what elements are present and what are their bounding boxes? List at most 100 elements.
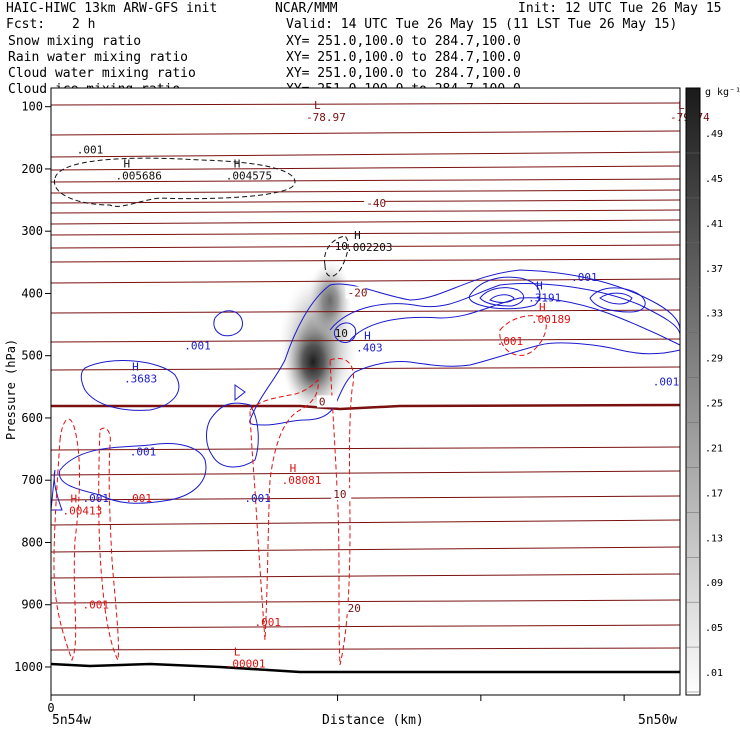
temperature-line (50, 219, 681, 225)
cloud-water-contour (329, 283, 681, 336)
y-tick-label: 1000 (14, 660, 43, 674)
snow-contour (54, 157, 296, 207)
valid-label: Valid: 14 UTC Tue 26 May 15 (11 LST Tue … (286, 17, 677, 32)
y-tick-label: 100 (21, 100, 43, 114)
fcst-label: Fcst: (6, 17, 45, 32)
temperature-line (50, 209, 681, 214)
temperature-label: 10 (333, 488, 346, 501)
colorbar-ticks: .49 .45 .41 .37 .33 .29 .25 .21 .17 .13 .09 .05 .01 (686, 129, 723, 693)
temperature-line (50, 546, 681, 553)
temperature-line (50, 647, 681, 651)
colorbar-label: .21 (705, 443, 723, 454)
y-tick-label: 400 (21, 286, 43, 300)
rain-contour (329, 358, 354, 666)
rain-label: .001 (83, 598, 110, 611)
snow-label: .001 (77, 143, 104, 156)
temperature-line (50, 366, 681, 371)
x-left-label: 5n54w (52, 713, 91, 728)
colorbar-label: .45 (705, 174, 723, 185)
colorbar-label: .17 (705, 488, 723, 499)
terrain-line (50, 662, 680, 674)
rain-extremum-marker: H (290, 462, 297, 475)
cloud-water-label: .001 (130, 445, 157, 458)
header: HAIC-HIWC 13km ARW-GFS init NCAR/MMM Ini… (6, 1, 722, 32)
cloud-water-contour (489, 294, 515, 303)
temperature-line (50, 165, 681, 171)
legend-rain-label: Rain water mixing ratio (8, 50, 188, 65)
temperature-line-zero (51, 403, 681, 411)
legend-cloud-water-xy: XY= 251.0,100.0 to 284.7,100.0 (286, 66, 521, 81)
temperature-line (50, 309, 681, 314)
temperature-line (50, 244, 681, 249)
temperature-line (50, 573, 681, 579)
cloud-water-contour (80, 360, 180, 411)
legend-snow-label: Snow mixing ratio (8, 34, 141, 49)
colorbar-label: .13 (705, 533, 723, 544)
temperature-line (50, 189, 681, 194)
rain-label: .001 (126, 492, 153, 505)
ice-label: 10 (335, 240, 348, 253)
rain-extremum-value: .08081 (282, 474, 322, 487)
x-tick-label: 0 (47, 701, 54, 715)
temperature-label-bg (316, 395, 337, 408)
x-axis-ticks: 0 (47, 695, 625, 715)
rain-label: .001 (497, 335, 524, 348)
temperature-label-bg (345, 286, 366, 299)
rain-contour (249, 378, 319, 641)
cloud-water-label: .001 (653, 376, 680, 389)
snow-contour (324, 235, 349, 277)
y-tick-label: 600 (21, 411, 43, 425)
rain-extremum-marker: L (234, 646, 241, 659)
cloud-water-label: .001 (83, 492, 110, 505)
legend-snow-xy: XY= 251.0,100.0 to 284.7,100.0 (286, 34, 521, 49)
cloud-water-extremum-value: .3191 (528, 291, 561, 304)
rain-label: .001 (254, 616, 281, 629)
temperature-extremum-value: -78.97 (306, 111, 346, 124)
temperature-label-bg (331, 488, 352, 501)
cloud-water-contours (50, 269, 681, 511)
temperature-line (50, 624, 681, 629)
y-tick-label: 900 (21, 598, 43, 612)
colorbar-label: .25 (705, 399, 723, 410)
cloud-water-extremum-marker: H (132, 360, 139, 373)
temperature-extremum-marker: L (678, 99, 685, 112)
cloud-water-label: .001 (184, 339, 211, 352)
colorbar: g kg⁻¹ .49 .45 .41 .37 .33 .29 .25 .21 .17 .13 .09… (685, 87, 740, 696)
temperature-extremum-marker: L (314, 99, 321, 112)
y-axis-ticks: 100 200 300 400 500 600 700 800 900 1000 (14, 100, 51, 674)
temperature-line (50, 338, 681, 343)
y-tick-label: 300 (21, 224, 43, 238)
cloud-water-contour (599, 292, 633, 305)
snow-extremum-marker: H (234, 157, 241, 170)
plot-frame-bg (51, 88, 680, 695)
y-tick-label: 500 (21, 349, 43, 363)
legend-cloud-water-label: Cloud water mixing ratio (8, 66, 196, 81)
temperature-line (50, 102, 681, 106)
colorbar-label: .37 (705, 264, 723, 275)
cloud-water-contour (349, 297, 681, 346)
rain-extremum-value: .00001 (226, 658, 266, 671)
cloud-water-contour (249, 269, 681, 426)
temperature-line (50, 151, 681, 158)
cloud-water-extremum-value: .403 (356, 341, 383, 354)
rain-extremum-value: .00413 (62, 504, 102, 517)
snow-contours (54, 157, 349, 277)
colorbar-unit: g kg⁻¹ (705, 87, 740, 98)
colorbar-label: .41 (705, 219, 723, 230)
rain-extremum-marker: H (70, 492, 77, 505)
y-tick-label: 200 (21, 162, 43, 176)
plot-frame (50, 87, 681, 696)
rain-contour (98, 427, 119, 662)
temperature-line (50, 278, 681, 284)
colorbar-label: .05 (705, 623, 723, 634)
x-axis-label: Distance (km) (322, 713, 424, 728)
temperature-line (50, 599, 681, 604)
cloud-water-extremum-marker: H (536, 279, 543, 292)
snow-extremum-marker: H (123, 157, 130, 170)
colorbar-gradient (685, 87, 701, 696)
snow-extremum-marker: H (354, 229, 361, 242)
org-label: NCAR/MMM (275, 1, 338, 16)
cloud-water-contour (50, 469, 63, 511)
